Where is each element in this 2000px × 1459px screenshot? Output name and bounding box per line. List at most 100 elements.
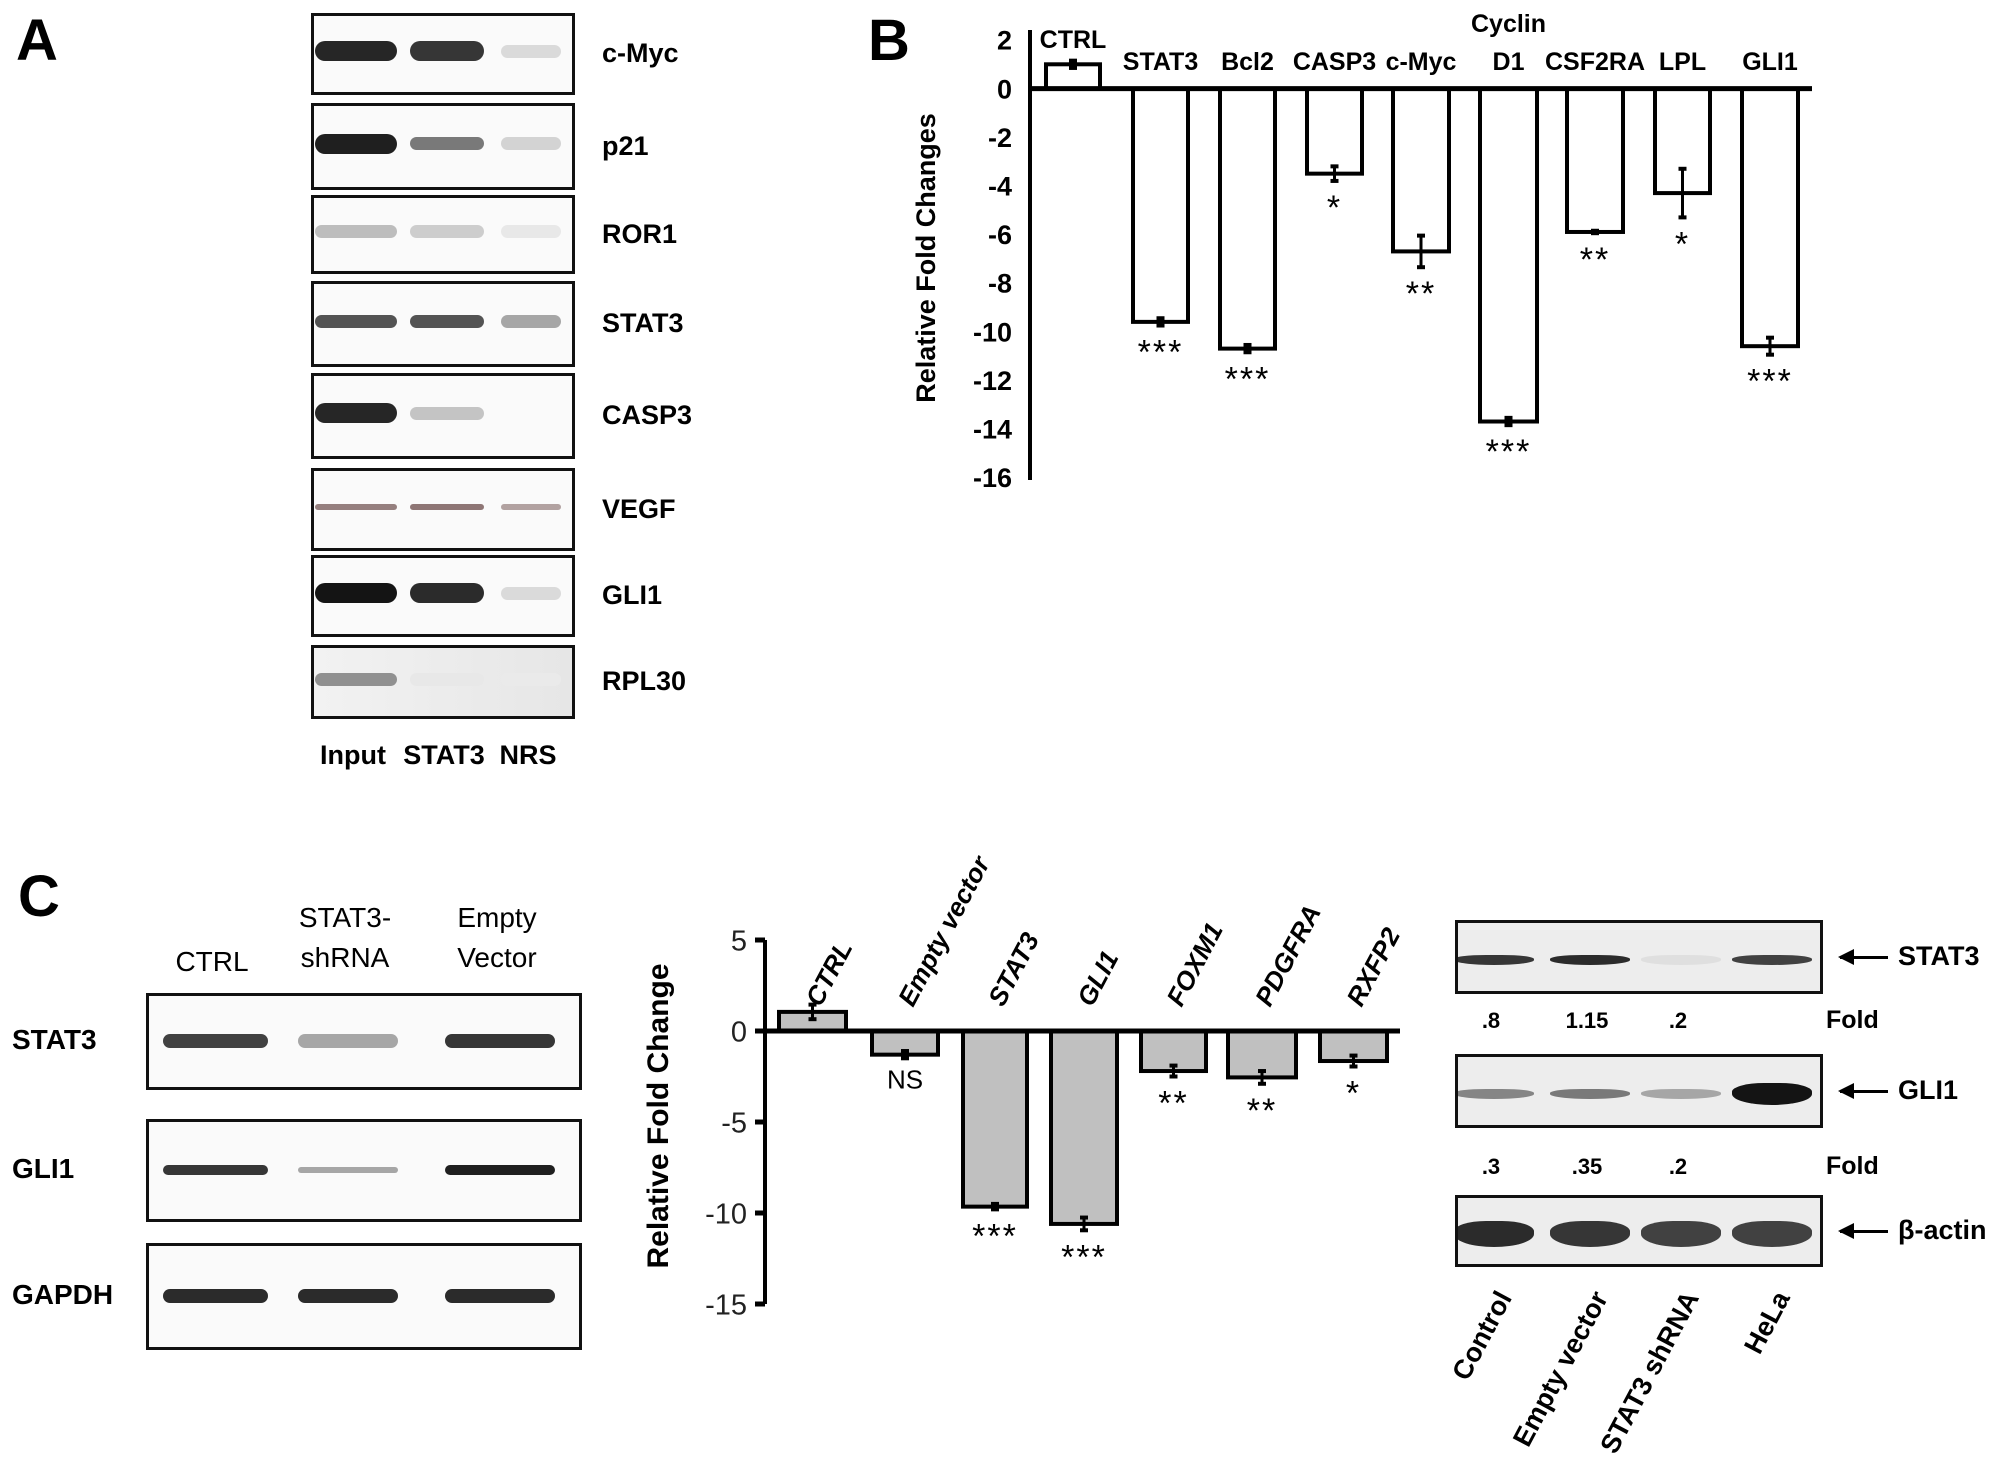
band — [445, 1288, 555, 1303]
blot-a-label: VEGF — [602, 493, 676, 524]
bar-c-myc — [1391, 86, 1451, 254]
band — [445, 1164, 555, 1175]
blot-c-gli1 — [146, 1119, 582, 1222]
band — [315, 225, 397, 238]
y-tick-label: -6 — [988, 220, 1012, 250]
bar-casp3 — [1305, 86, 1364, 176]
blot-a-casp3 — [311, 373, 575, 459]
significance-marker: *** — [1747, 363, 1793, 401]
band — [315, 583, 397, 603]
arrow-left-icon — [1838, 949, 1888, 965]
bar-gli1 — [1740, 86, 1800, 349]
band — [1458, 1089, 1534, 1099]
x-category-label: Bcl2 — [1221, 48, 1274, 76]
band — [315, 672, 397, 686]
bar-stat3 — [961, 1029, 1029, 1209]
y-tick-label: -10 — [705, 1198, 747, 1230]
lane-label-a: Input — [320, 740, 386, 770]
band — [1550, 1221, 1630, 1247]
y-tick-label: 0 — [731, 1016, 747, 1048]
bar-cyclin-d1 — [1478, 86, 1539, 424]
blot-c-gapdh — [146, 1243, 582, 1350]
panel-a-letter: A — [16, 8, 58, 73]
band — [410, 314, 484, 328]
y-tick-label: -15 — [705, 1289, 747, 1321]
arrow-left-icon — [1838, 1083, 1888, 1099]
x-category-label: Empty vector — [892, 850, 997, 1011]
column-header-line1: Empty — [457, 902, 537, 933]
blot-c-right-label: GLI1 — [1898, 1075, 1959, 1105]
band — [410, 41, 484, 61]
band — [162, 1164, 268, 1175]
y-tick-label: -8 — [988, 269, 1012, 299]
band — [1458, 1221, 1534, 1247]
y-tick-label: -12 — [973, 366, 1012, 396]
fold-value: .3 — [1481, 1154, 1501, 1179]
significance-marker: *** — [1486, 433, 1532, 471]
blot-a-label: c-Myc — [602, 38, 679, 68]
band — [1732, 1083, 1812, 1105]
blot-c-right-beta-actin — [1455, 1195, 1823, 1267]
blot-a-label: CASP3 — [602, 400, 693, 430]
significance-marker: ** — [1580, 241, 1610, 279]
blot-c-stat3 — [146, 993, 582, 1090]
x-category-label: c-Myc — [1386, 48, 1457, 76]
band — [410, 583, 484, 603]
x-category-label: D1 — [1493, 48, 1525, 76]
blot-c-right-label: β-actin — [1898, 1215, 1987, 1245]
blot-c-right-gli1 — [1455, 1054, 1823, 1128]
y-tick-label: -14 — [973, 415, 1012, 445]
panel-b-bar-chart: Relative Fold Changes 2 0 -2 -4 -6 -8 -10 -12 -14… — [911, 10, 1812, 493]
blot-a-label: GLI1 — [602, 580, 663, 610]
fold-value: .2 — [1668, 1154, 1688, 1179]
blot-a-label: RPL30 — [602, 666, 687, 696]
blot-c-label: STAT3 — [12, 1023, 97, 1055]
band — [501, 503, 561, 510]
blot-c-label: GAPDH — [12, 1278, 114, 1310]
lane-label-c-right: STAT3 shRNA — [1594, 1286, 1705, 1459]
bar-bcl2 — [1218, 86, 1277, 351]
y-tick-label: 2 — [997, 26, 1012, 56]
band — [162, 1033, 268, 1048]
lane-label-c-right: Empty vector — [1507, 1286, 1614, 1452]
fold-value: .35 — [1571, 1154, 1603, 1179]
significance-marker: NS — [887, 1064, 923, 1094]
x-category-label: GLI1 — [1071, 946, 1125, 1011]
significance-marker: *** — [972, 1217, 1018, 1255]
bar-stat3 — [1131, 86, 1190, 324]
column-header-line1: STAT3- — [298, 902, 392, 933]
column-header-line2: CTRL — [175, 946, 249, 977]
column-header-line2: Vector — [457, 942, 537, 973]
fold-value: .8 — [1481, 1008, 1501, 1033]
blot-a-p21 — [311, 103, 575, 190]
significance-marker: * — [1675, 225, 1690, 263]
band — [162, 1288, 268, 1303]
band — [315, 133, 397, 154]
y-tick-label: -5 — [721, 1107, 747, 1139]
blot-a-rpl30 — [311, 645, 575, 719]
band — [1641, 1089, 1721, 1099]
band — [410, 503, 484, 510]
band — [501, 225, 561, 238]
significance-marker: *** — [1138, 334, 1184, 372]
band — [1641, 1221, 1721, 1247]
blot-a-vegf — [311, 468, 575, 551]
blot-a-c-myc — [311, 13, 575, 95]
lane-label-c-right: Control — [1446, 1286, 1518, 1386]
blot-c-right-stat3 — [1455, 920, 1823, 994]
y-tick-label: 0 — [997, 74, 1012, 104]
band — [501, 586, 561, 600]
blot-a-stat3 — [311, 281, 575, 367]
x-category-label: FOXM1 — [1160, 918, 1229, 1011]
significance-marker: *** — [1225, 360, 1271, 398]
blot-a-label: p21 — [602, 130, 649, 161]
y-axis-label: Relative Fold Change — [642, 963, 675, 1268]
band — [298, 1288, 398, 1303]
band — [315, 314, 397, 328]
band — [501, 137, 561, 150]
panel-c-letter: C — [18, 864, 60, 929]
band — [410, 137, 484, 150]
lane-label-a: NRS — [499, 740, 557, 770]
column-header-line2: shRNA — [300, 942, 390, 973]
band — [1732, 955, 1812, 965]
